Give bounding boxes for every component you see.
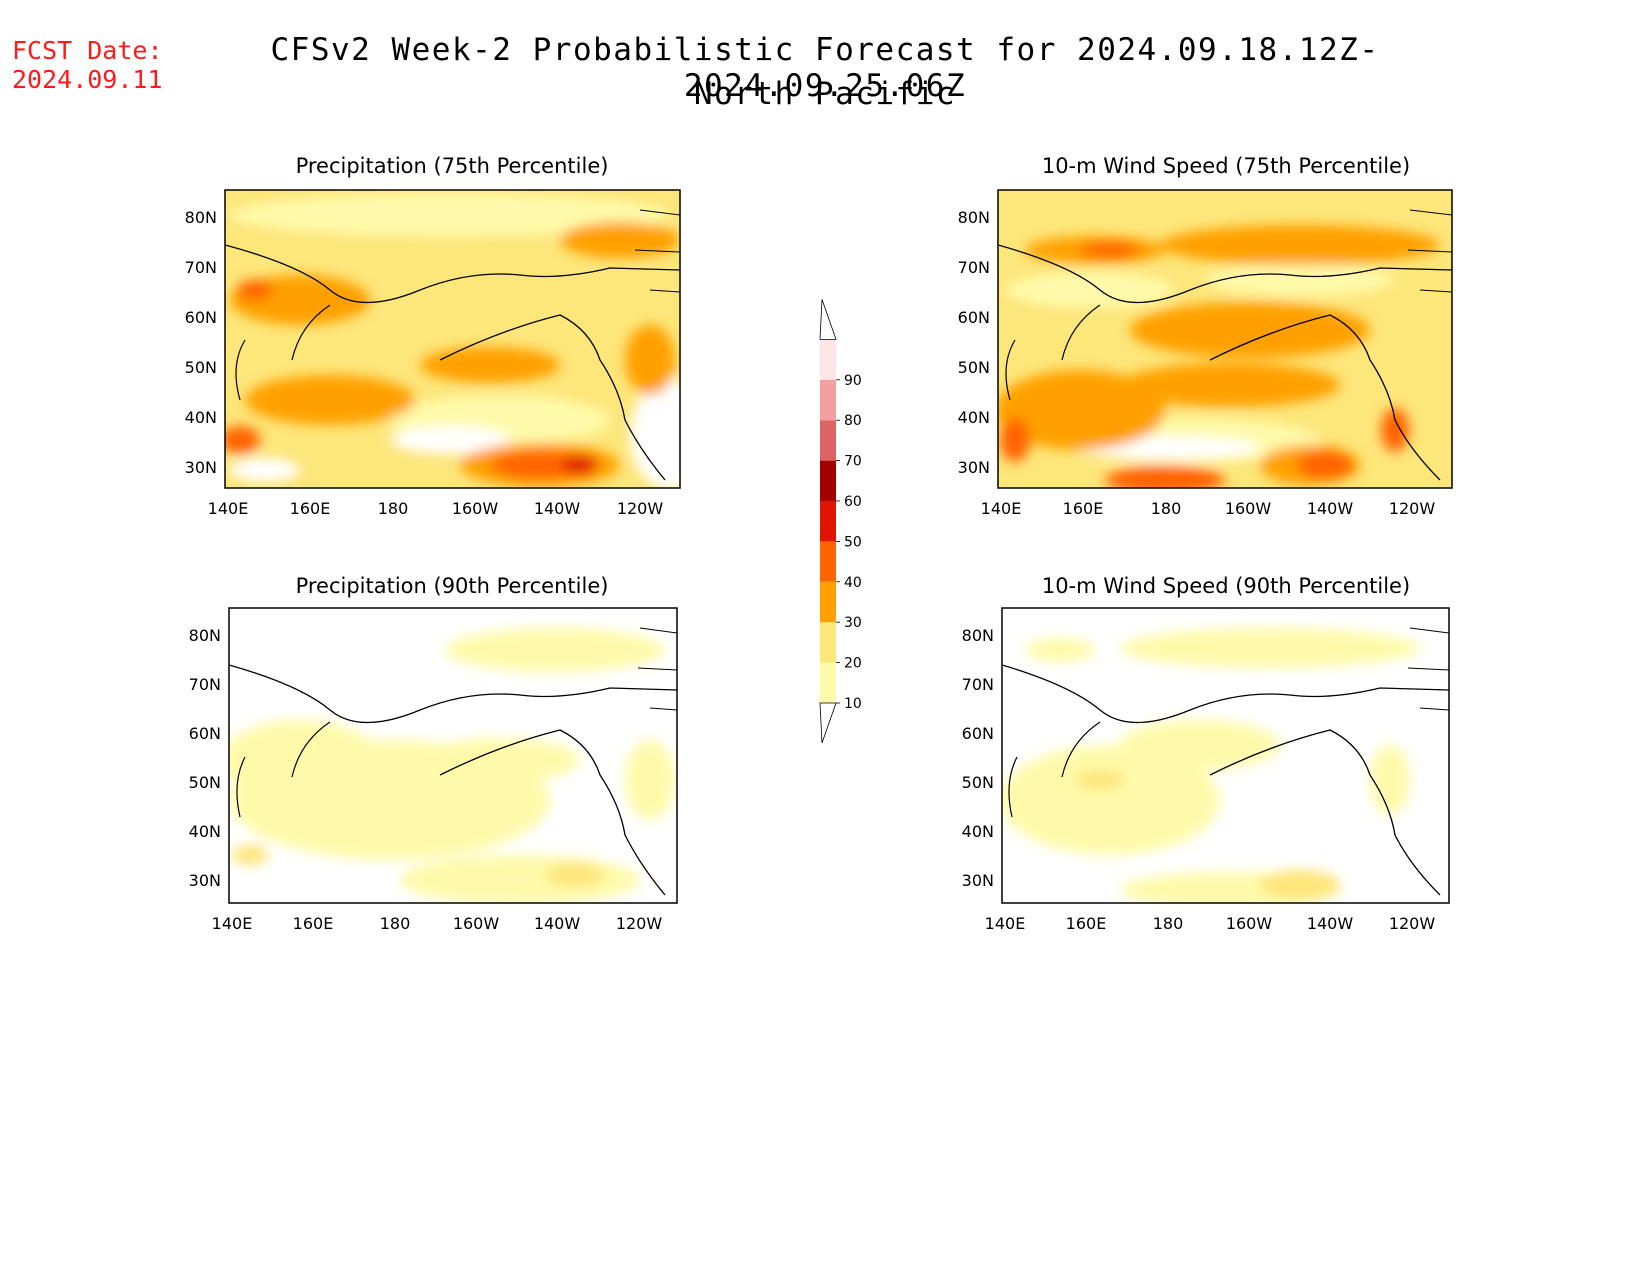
panel-frame-precip-90 xyxy=(228,607,678,904)
colorbar-swatch xyxy=(820,501,836,542)
wind-90-field xyxy=(1002,608,1449,903)
lat-tick-label: 50N xyxy=(962,773,994,792)
lat-tick-label: 80N xyxy=(185,208,217,227)
colorbar-label: 50 xyxy=(844,534,862,550)
lat-tick-label: 50N xyxy=(185,358,217,377)
wind-75-field xyxy=(998,190,1452,488)
lat-tick-label: 80N xyxy=(189,626,221,645)
lat-tick-label: 60N xyxy=(189,724,221,743)
panel-frame-wind-90 xyxy=(1001,607,1450,904)
figure-title: CFSv2 Week-2 Probabilistic Forecast for … xyxy=(270,32,1380,104)
colorbar: 10 20 30 40 50 60 70 80 90 xyxy=(819,299,862,744)
colorbar-label: 20 xyxy=(844,656,862,672)
panel-frame-precip-75 xyxy=(224,189,681,489)
panel-frame-wind-75 xyxy=(997,189,1453,489)
lat-tick-label: 80N xyxy=(958,208,990,227)
colorbar-swatch xyxy=(820,460,836,501)
lon-tick-label: 180 xyxy=(1153,914,1184,933)
lon-tick-label: 140E xyxy=(981,499,1022,518)
lat-tick-label: 40N xyxy=(962,822,994,841)
lon-tick-label: 180 xyxy=(378,499,409,518)
lon-tick-label: 160W xyxy=(453,914,500,933)
lon-tick-label: 140W xyxy=(1307,914,1354,933)
panel-precip-90: Precipitation (90th Percentile) 80N 70N … xyxy=(189,574,678,933)
colorbar-label: 90 xyxy=(844,373,862,389)
colorbar-swatch xyxy=(820,379,836,421)
colorbar-swatch xyxy=(820,541,836,582)
lon-tick-label: 160W xyxy=(1225,499,1272,518)
colorbar-swatch xyxy=(820,662,836,703)
lon-tick-label: 140E xyxy=(208,499,249,518)
forecast-date: FCST Date: 2024.09.11 xyxy=(12,36,163,94)
lat-tick-label: 60N xyxy=(962,724,994,743)
lon-tick-label: 140W xyxy=(1307,499,1354,518)
lat-tick-label: 40N xyxy=(189,822,221,841)
figure-subtitle: North Pacific xyxy=(693,76,957,112)
colorbar-swatch xyxy=(820,339,836,380)
lon-tick-label: 140E xyxy=(212,914,253,933)
lat-tick-label: 70N xyxy=(189,675,221,694)
lat-tick-label: 40N xyxy=(185,408,217,427)
colorbar-swatch xyxy=(820,581,836,623)
panel-wind-75: 10-m Wind Speed (75th Percentile) xyxy=(958,154,1453,518)
lon-tick-label: 160W xyxy=(452,499,499,518)
lon-tick-label: 140E xyxy=(985,914,1026,933)
lat-tick-label: 30N xyxy=(185,458,217,477)
lat-tick-label: 50N xyxy=(958,358,990,377)
colorbar-bottom-arrow xyxy=(819,702,837,744)
axis-ticks-precip-90: 80N 70N 60N 50N 40N 30N 140E 160E 180 16… xyxy=(189,626,663,933)
precip-75-field xyxy=(225,190,680,488)
lon-tick-label: 120W xyxy=(617,499,664,518)
colorbar-label: 10 xyxy=(844,696,862,712)
lat-tick-label: 70N xyxy=(962,675,994,694)
lon-tick-label: 180 xyxy=(380,914,411,933)
axis-ticks-wind-75: 80N 70N 60N 50N 40N 30N 140E 160E 180 16… xyxy=(958,208,1436,518)
lon-tick-label: 140W xyxy=(534,499,581,518)
colorbar-top-arrow xyxy=(819,299,837,340)
panel-title-wind-75: 10-m Wind Speed (75th Percentile) xyxy=(1042,154,1410,178)
lon-tick-label: 160E xyxy=(293,914,334,933)
colorbar-label: 40 xyxy=(844,575,862,591)
colorbar-label: 80 xyxy=(844,413,862,429)
axis-ticks-precip-75: 80N 70N 60N 50N 40N 30N 140E 160E 180 16… xyxy=(185,208,664,518)
lat-tick-label: 50N xyxy=(189,773,221,792)
lat-tick-label: 60N xyxy=(185,308,217,327)
lon-tick-label: 160W xyxy=(1226,914,1273,933)
panel-title-wind-90: 10-m Wind Speed (90th Percentile) xyxy=(1042,574,1410,598)
lon-tick-label: 160E xyxy=(290,499,331,518)
lon-tick-label: 180 xyxy=(1151,499,1182,518)
lon-tick-label: 120W xyxy=(1389,499,1436,518)
panel-wind-90: 10-m Wind Speed (90th Percentile) 80N 70… xyxy=(962,574,1450,933)
lon-tick-label: 140W xyxy=(534,914,581,933)
lon-tick-label: 160E xyxy=(1063,499,1104,518)
forecast-date-value: 2024.09.11 xyxy=(12,65,163,94)
colorbar-swatch xyxy=(820,622,836,663)
colorbar-label: 30 xyxy=(844,615,862,631)
panel-precip-75: Precipitation (75th Percentile) xyxy=(185,154,681,518)
panel-title-precip-90: Precipitation (90th Percentile) xyxy=(296,574,609,598)
lon-tick-label: 120W xyxy=(1389,914,1436,933)
lon-tick-label: 160E xyxy=(1066,914,1107,933)
lat-tick-label: 60N xyxy=(958,308,990,327)
colorbar-label: 70 xyxy=(844,454,862,470)
forecast-date-label: FCST Date: xyxy=(12,36,163,65)
axis-ticks-wind-90: 80N 70N 60N 50N 40N 30N 140E 160E 180 16… xyxy=(962,626,1436,933)
lon-tick-label: 120W xyxy=(616,914,663,933)
lat-tick-label: 70N xyxy=(958,258,990,277)
lat-tick-label: 30N xyxy=(958,458,990,477)
colorbar-label: 60 xyxy=(844,494,862,510)
colorbar-swatch xyxy=(820,420,836,461)
lat-tick-label: 40N xyxy=(958,408,990,427)
lat-tick-label: 30N xyxy=(962,871,994,890)
lat-tick-label: 70N xyxy=(185,258,217,277)
lat-tick-label: 30N xyxy=(189,871,221,890)
panel-title-precip-75: Precipitation (75th Percentile) xyxy=(296,154,609,178)
precip-90-field xyxy=(229,608,677,903)
lat-tick-label: 80N xyxy=(962,626,994,645)
